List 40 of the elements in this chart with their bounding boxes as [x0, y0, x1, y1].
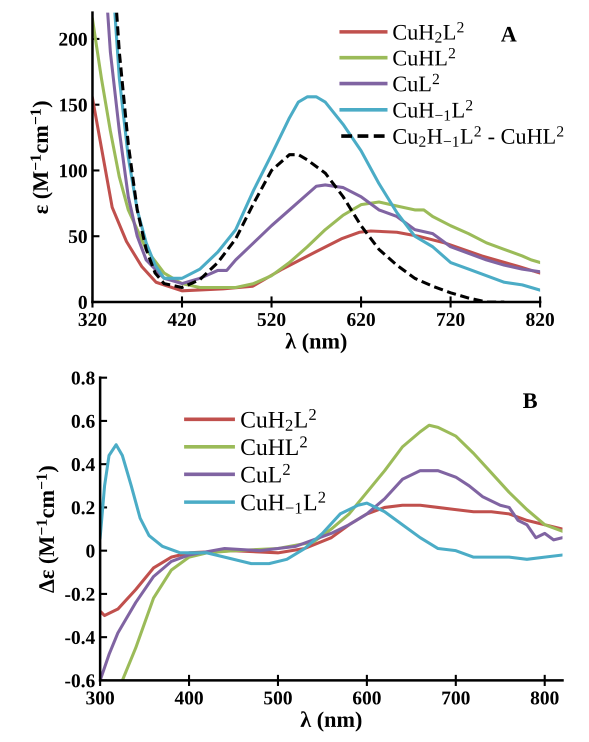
x-tick-label: 820 [526, 312, 554, 326]
y-tick-label: 200 [59, 32, 87, 46]
y-tick-label: 0 [86, 544, 95, 558]
legend-label: CuL$^{2}$ [393, 74, 439, 92]
x-tick-label: 500 [264, 691, 292, 705]
y-tick-label: 0 [78, 296, 87, 309]
x-tick-label: 700 [442, 691, 470, 705]
y-tick-label: 100 [60, 164, 87, 178]
y-tick-label: -0.4 [65, 630, 95, 644]
annotation: B [523, 393, 537, 408]
legend-label: CuH$_{−1}$L$^{2}$ [241, 492, 326, 514]
y-axis-title: Δε (M$^{−1}$cm$^{−1}$) [36, 466, 59, 593]
legend-label: CuHL$^{2}$ [393, 48, 456, 66]
y-tick-label: 0.8 [72, 371, 95, 385]
legend-label: Cu$_{2}$H$_{−1}$L$^{2}$ - CuHL$^{2}$ [393, 126, 564, 147]
x-tick-label: 800 [530, 691, 559, 705]
legend-label: CuH$_{2}$L$^{2}$ [393, 22, 464, 43]
x-axis-title: λ (nm) [300, 711, 362, 732]
y-tick-label: 50 [68, 230, 87, 244]
x-axis-title: λ (nm) [285, 332, 346, 354]
legend-label: CuHL$^{2}$ [241, 436, 307, 456]
y-tick-label: 0.6 [72, 414, 95, 428]
legend-label: CuH$_{2}$L$^{2}$ [241, 408, 316, 431]
x-tick-label: 520 [258, 312, 286, 326]
legend-label: CuL$^{2}$ [241, 464, 290, 483]
y-axis-title: ε (M$^{−1}$cm$^{−1}$) [30, 101, 53, 214]
y-tick-label: 0.2 [72, 501, 94, 514]
x-tick-label: 720 [437, 312, 464, 326]
legend-label: CuH$_{−1}$L$^{2}$ [393, 100, 472, 121]
y-tick-label: 0.4 [72, 458, 95, 472]
x-tick-label: 620 [347, 312, 375, 326]
x-tick-label: 600 [352, 691, 381, 705]
x-tick-label: 400 [174, 691, 203, 705]
x-tick-label: 300 [86, 691, 114, 705]
y-tick-label: 150 [60, 98, 87, 112]
x-tick-label: 320 [78, 312, 106, 326]
x-tick-label: 420 [168, 312, 196, 326]
y-tick-label: -0.6 [65, 674, 95, 688]
y-tick-label: -0.2 [65, 588, 94, 601]
annotation: A [500, 26, 517, 42]
